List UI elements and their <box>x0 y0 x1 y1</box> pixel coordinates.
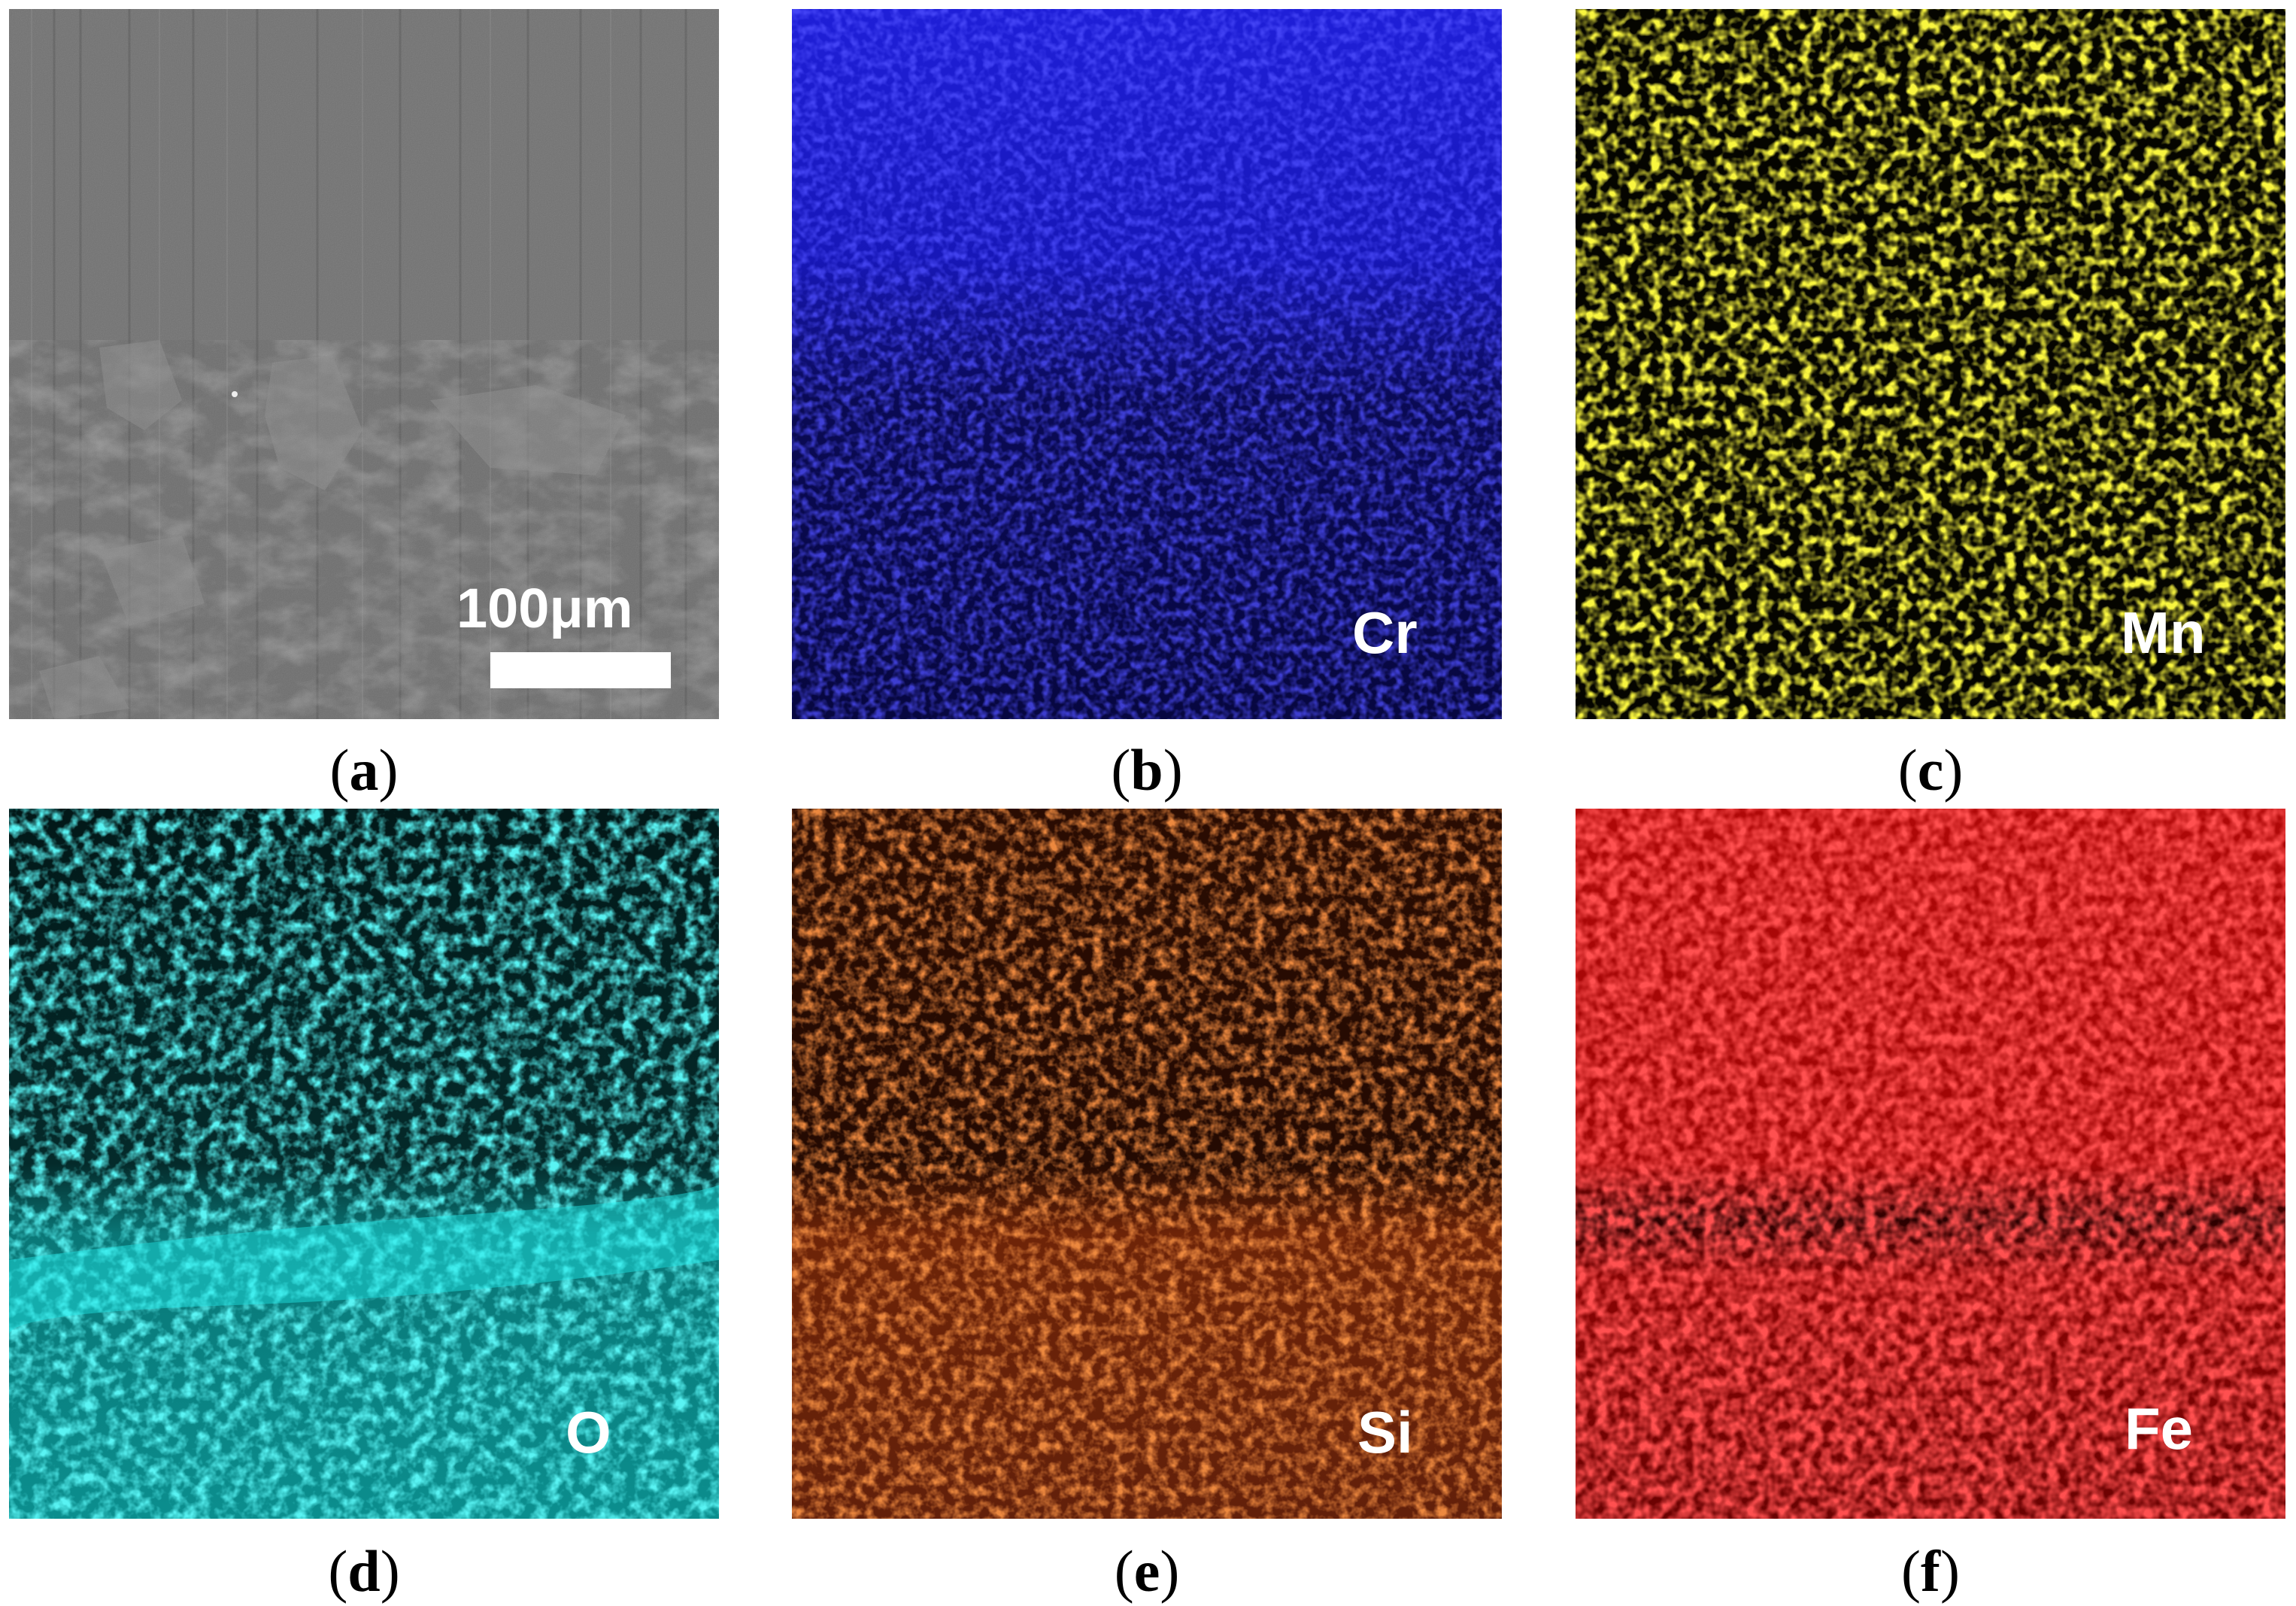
cr-elemental-map <box>792 9 1502 719</box>
element-label-mn: Mn <box>2121 600 2206 666</box>
caption-e: (e) <box>1114 1538 1180 1604</box>
element-label-fe: Fe <box>2125 1395 2194 1462</box>
fe-elemental-map <box>1576 809 2285 1519</box>
cr-map-panel: Cr <box>792 9 1502 719</box>
scale-bar-label: 100μm <box>456 577 633 639</box>
o-elemental-map <box>9 809 719 1519</box>
caption-c: (c) <box>1897 737 1964 803</box>
element-label-si: Si <box>1357 1399 1413 1465</box>
fe-map-panel: Fe <box>1576 809 2285 1519</box>
sem-image-panel: 100μm <box>9 9 719 719</box>
caption-f: (f) <box>1901 1538 1960 1604</box>
caption-a: (a) <box>329 737 399 803</box>
si-map-panel: Si <box>792 809 1502 1519</box>
o-map-panel: O <box>9 809 719 1519</box>
sem-micrograph <box>9 9 719 719</box>
element-label-cr: Cr <box>1352 600 1418 666</box>
scale-bar <box>490 652 671 688</box>
caption-d: (d) <box>328 1538 400 1604</box>
caption-b: (b) <box>1111 737 1183 803</box>
si-elemental-map <box>792 809 1502 1519</box>
mn-map-panel: Mn <box>1576 9 2285 719</box>
mn-elemental-map <box>1576 9 2285 719</box>
element-label-o: O <box>566 1399 611 1465</box>
